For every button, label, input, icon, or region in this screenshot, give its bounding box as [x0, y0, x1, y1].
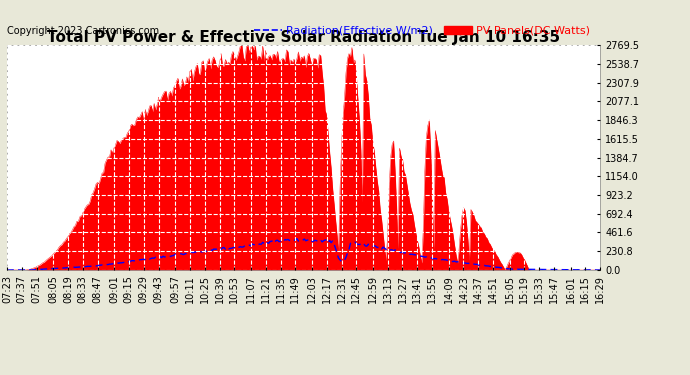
- Legend: Radiation(Effective W/m2), PV Panels(DC Watts): Radiation(Effective W/m2), PV Panels(DC …: [249, 21, 595, 40]
- Text: Copyright 2023 Cartronics.com: Copyright 2023 Cartronics.com: [7, 26, 159, 36]
- Title: Total PV Power & Effective Solar Radiation Tue Jan 10 16:35: Total PV Power & Effective Solar Radiati…: [47, 30, 560, 45]
